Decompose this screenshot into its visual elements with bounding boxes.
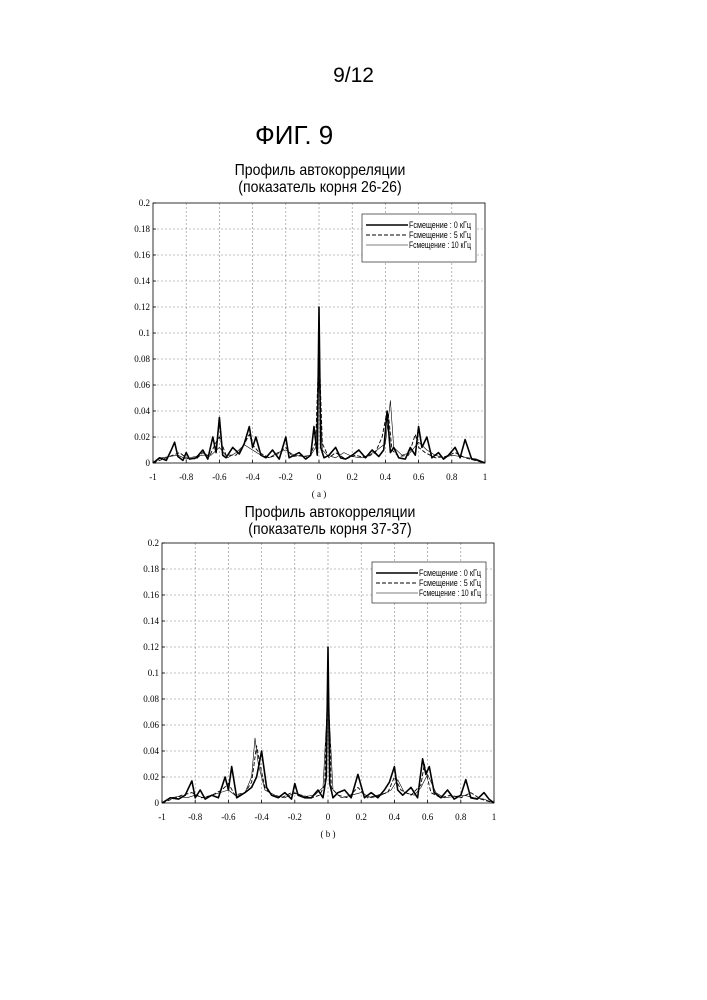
chart-b-x-tick-label: 0 (326, 812, 331, 822)
chart-b-x-tick-label: 1 (492, 812, 497, 822)
chart-b-y-tick-label: 0.16 (143, 590, 159, 600)
chart-a-y-tick-label: 0 (146, 458, 151, 468)
chart-a-x-tick-label: 1 (483, 472, 488, 482)
chart-b-x-tick-label: 0.2 (356, 812, 367, 822)
chart-b-legend-label-0: Fсмещение : 0 кГц (419, 568, 481, 578)
chart-a-y-tick-label: 0.04 (134, 406, 150, 416)
chart-b-x-tick-label: 0.8 (455, 812, 467, 822)
chart-a-legend-label-1: Fсмещение : 5 кГц (409, 230, 471, 240)
chart-b-x-tick-label: -0.4 (254, 812, 269, 822)
chart-a-x-tick-label: 0.6 (413, 472, 425, 482)
chart-a-x-tick-label: -0.8 (179, 472, 194, 482)
chart-a-y-tick-label: 0.06 (134, 380, 150, 390)
chart-b-x-tick-label: -0.2 (288, 812, 302, 822)
chart-b-x-tick-label: -0.8 (188, 812, 203, 822)
chart-a-panel-label: ( a ) (312, 489, 327, 499)
chart-b-y-tick-label: 0.02 (143, 772, 159, 782)
chart-b-plot: -1 -0.8 -0.6 -0.4 -0.2 0 0.2 0.4 0.6 0.8 1 0 0.02 0.0… (143, 538, 496, 839)
chart-a-y-tick-label: 0.2 (139, 198, 150, 208)
chart-a-x-tick-label: -0.4 (245, 472, 260, 482)
chart-a-y-tick-label: 0.16 (134, 250, 150, 260)
chart-a-x-tick-label: 0 (317, 472, 322, 482)
chart-b-y-tick-label: 0.06 (143, 720, 159, 730)
chart-b-x-tick-label: -1 (158, 812, 166, 822)
chart-a-y-tick-label: 0.02 (134, 432, 150, 442)
chart-b-y-tick-label: 0.2 (148, 538, 159, 548)
chart-b-x-tick-label: 0.4 (389, 812, 401, 822)
chart-b-y-tick-label: 0.04 (143, 746, 159, 756)
chart-a-legend-label-2: Fсмещение : 10 кГц (409, 240, 471, 250)
chart-a-y-tick-label: 0.1 (139, 328, 150, 338)
chart-a-legend: Fсмещение : 0 кГцFсмещение : 5 кГцFсмеще… (362, 214, 476, 262)
chart-a-x-tick-label: -1 (149, 472, 157, 482)
chart-a-x-tick-label: 0.4 (380, 472, 392, 482)
chart-b-y-tick-label: 0.12 (143, 642, 159, 652)
chart-a-x-tick-label: -0.2 (279, 472, 293, 482)
chart-a-y-tick-label: 0.12 (134, 302, 150, 312)
chart-b-x-tick-label: -0.6 (221, 812, 236, 822)
chart-b-y-tick-label: 0 (155, 798, 160, 808)
chart-a-x-tick-label: 0.2 (347, 472, 358, 482)
chart-a-legend-label-0: Fсмещение : 0 кГц (409, 220, 471, 230)
chart-a-y-tick-label: 0.08 (134, 354, 150, 364)
chart-b-y-tick-label: 0.18 (143, 564, 159, 574)
chart-a-y-tick-label: 0.18 (134, 224, 150, 234)
chart-b-y-tick-label: 0.14 (143, 616, 159, 626)
chart-a-y-tick-label: 0.14 (134, 276, 150, 286)
chart-b-x-tick-label: 0.6 (422, 812, 434, 822)
chart-b-y-tick-label: 0.08 (143, 694, 159, 704)
chart-a-x-tick-label: 0.8 (446, 472, 458, 482)
chart-b-legend: Fсмещение : 0 кГцFсмещение : 5 кГцFсмеще… (372, 562, 486, 603)
chart-a-x-tick-label: -0.6 (212, 472, 227, 482)
chart-b-panel-label: ( b ) (321, 829, 336, 839)
chart-a-plot: -1 -0.8 -0.6 -0.4 -0.2 0 0.2 0.4 0.6 0.8 1 0 0.02 0.0… (134, 198, 487, 499)
chart-b-legend-label-1: Fсмещение : 5 кГц (419, 578, 481, 588)
chart-b-y-tick-label: 0.1 (148, 668, 159, 678)
chart-b-legend-label-2: Fсмещение : 10 кГц (419, 588, 481, 598)
